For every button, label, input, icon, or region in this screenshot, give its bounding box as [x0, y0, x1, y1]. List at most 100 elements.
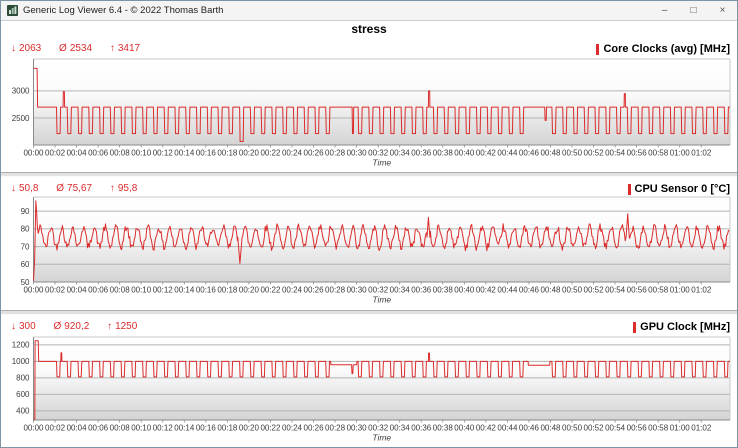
svg-text:00:00: 00:00 [23, 286, 44, 295]
stat-min-value: 50,8 [19, 183, 39, 194]
max-arrow-icon: ↑ [109, 43, 115, 54]
svg-text:00:24: 00:24 [282, 149, 303, 158]
panel-splitter[interactable] [1, 310, 737, 315]
svg-text:00:56: 00:56 [627, 149, 648, 158]
stat-max: ↑ 95,8 [110, 183, 137, 194]
stat-avg: Ø 920,2 [53, 321, 89, 332]
svg-text:00:02: 00:02 [45, 424, 66, 433]
svg-text:00:48: 00:48 [540, 286, 561, 295]
svg-text:00:10: 00:10 [131, 149, 152, 158]
svg-text:00:18: 00:18 [217, 286, 238, 295]
svg-text:00:50: 00:50 [562, 286, 583, 295]
svg-text:00:16: 00:16 [196, 149, 217, 158]
svg-text:00:06: 00:06 [88, 424, 109, 433]
svg-text:Time: Time [372, 158, 391, 168]
svg-text:00:08: 00:08 [110, 149, 131, 158]
svg-text:1200: 1200 [12, 341, 30, 350]
svg-text:00:02: 00:02 [45, 149, 66, 158]
svg-text:00:44: 00:44 [497, 149, 518, 158]
svg-text:00:50: 00:50 [562, 424, 583, 433]
svg-text:600: 600 [16, 390, 30, 399]
svg-text:00:10: 00:10 [131, 286, 152, 295]
svg-text:00:22: 00:22 [260, 424, 281, 433]
min-arrow-icon: ↓ [11, 183, 16, 194]
svg-text:00:18: 00:18 [217, 149, 238, 158]
svg-text:00:20: 00:20 [239, 149, 260, 158]
maximize-button[interactable]: □ [690, 5, 697, 16]
svg-text:00:48: 00:48 [540, 149, 561, 158]
stats-row: ↓ 300 Ø 920,2 ↑ 1250 GPU Clock [MHz] [11, 321, 737, 335]
min-arrow-icon: ↓ [11, 43, 16, 54]
svg-text:00:58: 00:58 [648, 149, 669, 158]
panel-splitter[interactable] [1, 172, 737, 177]
svg-text:00:30: 00:30 [347, 286, 368, 295]
min-arrow-icon: ↓ [11, 321, 16, 332]
series-label-text: Core Clocks (avg) [MHz] [603, 43, 730, 55]
svg-text:00:14: 00:14 [174, 286, 195, 295]
svg-text:00:32: 00:32 [368, 424, 389, 433]
svg-text:00:12: 00:12 [153, 286, 174, 295]
svg-text:800: 800 [16, 374, 30, 383]
svg-text:50: 50 [21, 278, 30, 287]
svg-text:00:06: 00:06 [88, 286, 109, 295]
panel-cpu-sensor: ↓ 50,8 Ø 75,67 ↑ 95,8 CPU Sensor 0 [°C] 50 6… [1, 183, 738, 309]
svg-text:00:24: 00:24 [282, 286, 303, 295]
close-button[interactable]: × [719, 5, 726, 16]
svg-text:00:16: 00:16 [196, 286, 217, 295]
svg-text:00:36: 00:36 [411, 286, 432, 295]
cpu-sensor-plot[interactable]: 50 60 70 80 90 00:00 00:02 00:04 00:06 00:08 00:10… [1, 195, 738, 307]
svg-text:00:54: 00:54 [605, 286, 626, 295]
svg-text:00:22: 00:22 [260, 149, 281, 158]
svg-text:00:04: 00:04 [67, 149, 88, 158]
svg-text:00:20: 00:20 [239, 424, 260, 433]
svg-text:00:38: 00:38 [433, 424, 454, 433]
svg-text:00:42: 00:42 [476, 149, 497, 158]
svg-text:00:26: 00:26 [304, 424, 325, 433]
svg-text:00:28: 00:28 [325, 424, 346, 433]
series-label: GPU Clock [MHz] [633, 321, 730, 333]
svg-text:00:14: 00:14 [174, 424, 195, 433]
svg-text:00:38: 00:38 [433, 286, 454, 295]
svg-text:00:24: 00:24 [282, 424, 303, 433]
svg-text:00:40: 00:40 [454, 424, 475, 433]
svg-text:Time: Time [372, 433, 391, 443]
svg-text:00:02: 00:02 [45, 286, 66, 295]
svg-text:00:12: 00:12 [153, 149, 174, 158]
svg-text:00:22: 00:22 [260, 286, 281, 295]
svg-text:Time: Time [372, 295, 391, 305]
svg-text:00:08: 00:08 [110, 286, 131, 295]
series-label: CPU Sensor 0 [°C] [627, 183, 730, 195]
svg-text:00:32: 00:32 [368, 286, 389, 295]
svg-text:70: 70 [21, 242, 30, 251]
main-content: stress ↓ 2063 Ø 2534 ↑ 3417 Core Clocks (av… [1, 21, 737, 447]
legend-color-bar [596, 43, 600, 55]
page-title: stress [351, 22, 387, 36]
panel-core-clocks: ↓ 2063 Ø 2534 ↑ 3417 Core Clocks (avg) [MHz… [1, 43, 738, 169]
svg-text:00:06: 00:06 [88, 149, 109, 158]
svg-text:00:52: 00:52 [584, 286, 605, 295]
legend-color-bar [633, 321, 637, 333]
svg-text:1000: 1000 [12, 357, 30, 366]
app-icon [7, 5, 18, 16]
stat-max-value: 95,8 [117, 183, 138, 194]
svg-text:00:40: 00:40 [454, 286, 475, 295]
series-label: Core Clocks (avg) [MHz] [596, 43, 730, 55]
stat-avg-value: 920,2 [64, 321, 90, 332]
svg-text:01:02: 01:02 [691, 286, 712, 295]
stat-avg-value: 75,67 [67, 183, 93, 194]
stat-max: ↑ 1250 [107, 321, 137, 332]
svg-text:00:20: 00:20 [239, 286, 260, 295]
minimize-button[interactable]: – [661, 5, 668, 16]
svg-text:00:44: 00:44 [497, 424, 518, 433]
stats-row: ↓ 50,8 Ø 75,67 ↑ 95,8 CPU Sensor 0 [°C] [11, 183, 737, 197]
svg-text:01:00: 01:00 [670, 286, 691, 295]
svg-text:00:50: 00:50 [562, 149, 583, 158]
svg-text:00:04: 00:04 [67, 424, 88, 433]
svg-text:80: 80 [21, 225, 30, 234]
svg-text:00:42: 00:42 [476, 286, 497, 295]
titlebar: Generic Log Viewer 6.4 - © 2022 Thomas B… [1, 1, 737, 21]
stats-row: ↓ 2063 Ø 2534 ↑ 3417 Core Clocks (avg) [MHz… [11, 43, 737, 57]
svg-text:00:42: 00:42 [476, 424, 497, 433]
